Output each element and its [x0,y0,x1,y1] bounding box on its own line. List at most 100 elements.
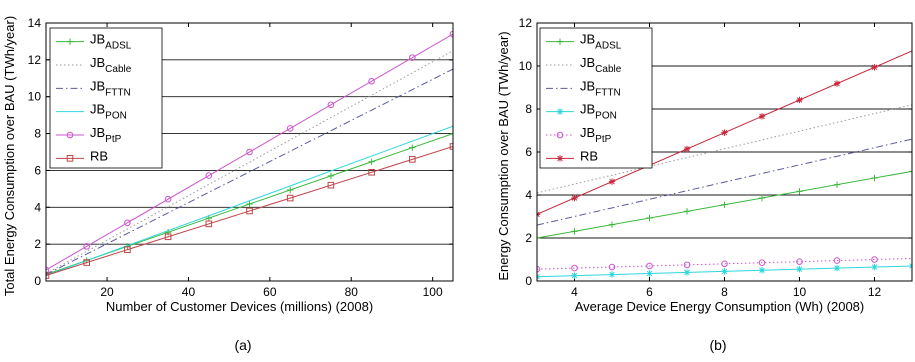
series-line-jbpon [46,125,453,276]
series-line-jbptp [46,33,453,271]
y-tick-label: 14 [28,16,42,30]
legend-label: JBFTTN [580,78,621,98]
legend-marker [66,131,74,139]
x-tick-label: 12 [868,285,882,299]
data-point [83,259,91,266]
data-point [683,261,691,269]
legend-label: JBPON [580,102,617,122]
data-point [683,269,691,276]
chart-b: 0 2 4 6 8 10 12 4 6 8 10 12 JBADSL JBCable JBFTTN JBPON… [496,16,913,353]
legend-label: JBPtP [580,125,612,145]
legend-box [49,27,163,169]
legend-marker [556,108,564,115]
data-point [683,145,691,153]
data-point [796,265,803,273]
x-tick-label: 10 [793,285,807,299]
data-point [871,256,878,263]
series-group [46,30,453,279]
data-point [327,101,335,109]
data-point [796,96,803,104]
y-tick-label: 4 [525,188,532,202]
y-tick-label: 4 [34,200,41,214]
data-point [833,181,841,188]
x-tick-label: 60 [263,285,277,299]
legend-label: RB [90,148,108,163]
data-point [449,30,453,38]
legend-label: JBCable [90,55,132,75]
data-point [646,214,653,222]
legend-label: RB [580,148,598,163]
legend-box [539,27,653,169]
data-point [124,246,131,253]
y-tick-label: 2 [525,231,532,245]
series-line-jbcable [537,104,912,194]
data-point [758,259,766,267]
series-line-jbfttn [537,138,912,226]
legend-label: JBADSL [90,32,132,52]
data-point [758,267,766,274]
data-point [608,263,616,271]
data-point [721,268,728,275]
series-line-rb [46,145,453,276]
data-point [286,194,294,202]
legend-marker [66,155,74,162]
data-point [571,194,578,202]
data-point [164,195,172,203]
y-tick-label: 0 [34,274,41,288]
data-point [721,201,728,208]
x-tick-label: 100 [423,285,443,299]
legend-marker [66,38,74,45]
data-point [246,148,253,156]
data-point [205,220,213,228]
y-tick-label: 6 [34,163,41,177]
axes-frame [45,22,454,282]
data-point [571,272,578,279]
series-line-jbptp [537,257,912,270]
legend-label: JBADSL [580,32,622,52]
x-axis-label: Number of Customer Devices (millions) (2… [106,299,373,314]
panel-caption: (a) [234,337,251,353]
data-point [796,188,803,195]
y-tick-label: 12 [28,53,42,67]
axes-frame [536,22,913,282]
legend-marker [556,155,564,162]
data-point [246,207,253,215]
x-tick-label: 40 [182,285,196,299]
y-tick-label: 0 [525,274,532,288]
data-point [833,80,841,87]
data-point [608,221,616,228]
data-point [646,270,653,277]
data-point [608,178,616,185]
series-line-jbfttn [46,68,453,275]
y-tick-label: 8 [525,102,532,116]
data-point [796,258,803,265]
data-point [871,174,878,182]
data-point [721,260,728,268]
y-tick-label: 2 [34,237,41,251]
data-point [409,54,416,61]
y-axis-label: Total Energy Consumption over BAU (TWh/y… [2,16,17,296]
data-point [327,172,335,180]
data-point [758,113,766,120]
data-point [449,143,453,150]
data-point [368,168,375,176]
data-point [537,234,541,242]
data-point [608,271,616,278]
data-point [409,156,416,163]
data-point [908,168,912,175]
data-point [833,264,841,272]
y-tick-label: 12 [519,16,533,30]
x-axis-label: Average Device Energy Consumption (Wh) (… [575,299,865,314]
legend-label: JBCable [580,55,622,75]
legend-label: JBPtP [90,125,122,145]
data-point [124,219,131,227]
data-point [449,130,453,137]
x-tick-label: 80 [345,285,359,299]
data-point [287,186,294,194]
data-point [871,263,878,271]
data-point [205,172,213,179]
data-point [368,77,375,85]
data-point [83,243,90,250]
